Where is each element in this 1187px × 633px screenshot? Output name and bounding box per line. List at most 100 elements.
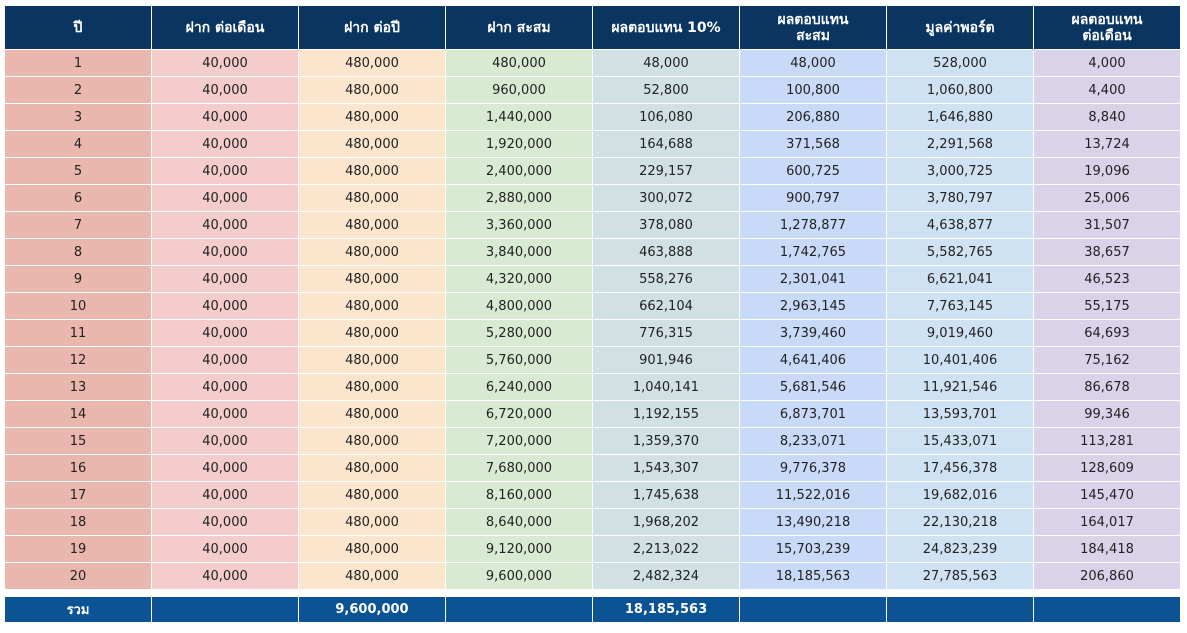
value-cell: 40,000 <box>151 427 299 455</box>
value-cell: 2,880,000 <box>445 184 593 212</box>
value-cell: 2,213,022 <box>592 535 740 563</box>
value-cell: 25,006 <box>1033 184 1181 212</box>
year-cell: 11 <box>4 319 152 347</box>
value-cell: 52,800 <box>592 76 740 104</box>
value-cell: 5,582,765 <box>886 238 1034 266</box>
value-cell: 6,720,000 <box>445 400 593 428</box>
value-cell: 371,568 <box>739 130 887 158</box>
value-cell: 480,000 <box>298 292 446 320</box>
table-row: 6 40,000 480,000 2,880,000 300,072 900,797 3,7… <box>4 184 1181 212</box>
value-cell: 1,359,370 <box>592 427 740 455</box>
table-row: 11 40,000 480,000 5,280,000 776,315 3,739,460… <box>4 319 1181 347</box>
table-row: 14 40,000 480,000 6,720,000 1,192,155 6,873,7… <box>4 400 1181 428</box>
table-header: ปี ฝาก ต่อเดือน ฝาก ต่อปี ฝาก สะสม ผลตอบแทน … <box>4 5 1181 50</box>
value-cell: 40,000 <box>151 211 299 239</box>
value-cell: 113,281 <box>1033 427 1181 455</box>
value-cell: 99,346 <box>1033 400 1181 428</box>
value-cell: 86,678 <box>1033 373 1181 401</box>
value-cell: 480,000 <box>298 157 446 185</box>
year-cell: 10 <box>4 292 152 320</box>
value-cell: 480,000 <box>298 400 446 428</box>
total-cell <box>1033 596 1181 623</box>
savings-table: ปี ฝาก ต่อเดือน ฝาก ต่อปี ฝาก สะสม ผลตอบแทน … <box>4 5 1181 623</box>
value-cell: 6,621,041 <box>886 265 1034 293</box>
year-cell: 12 <box>4 346 152 374</box>
table-row: 17 40,000 480,000 8,160,000 1,745,638 11,522,… <box>4 481 1181 509</box>
total-row: รวม 9,600,000 18,185,563 <box>4 596 1181 623</box>
value-cell: 46,523 <box>1033 265 1181 293</box>
table-row: 20 40,000 480,000 9,600,000 2,482,324 18,185,… <box>4 562 1181 590</box>
table-row: 12 40,000 480,000 5,760,000 901,946 4,641,406… <box>4 346 1181 374</box>
value-cell: 1,192,155 <box>592 400 740 428</box>
value-cell: 480,000 <box>298 508 446 536</box>
value-cell: 2,963,145 <box>739 292 887 320</box>
value-cell: 4,400 <box>1033 76 1181 104</box>
total-cell <box>739 596 887 623</box>
value-cell: 5,760,000 <box>445 346 593 374</box>
value-cell: 1,040,141 <box>592 373 740 401</box>
value-cell: 480,000 <box>298 562 446 590</box>
table-body: 1 40,000 480,000 480,000 48,000 48,000 528,000… <box>4 49 1181 590</box>
value-cell: 6,873,701 <box>739 400 887 428</box>
value-cell: 8,160,000 <box>445 481 593 509</box>
value-cell: 480,000 <box>298 265 446 293</box>
column-header-text: ฝาก ต่อเดือน <box>185 19 265 36</box>
value-cell: 480,000 <box>298 346 446 374</box>
table-row: 8 40,000 480,000 3,840,000 463,888 1,742,765 5… <box>4 238 1181 266</box>
value-cell: 480,000 <box>298 373 446 401</box>
year-cell: 14 <box>4 400 152 428</box>
value-cell: 960,000 <box>445 76 593 104</box>
value-cell: 480,000 <box>298 481 446 509</box>
value-cell: 22,130,218 <box>886 508 1034 536</box>
table-row: 3 40,000 480,000 1,440,000 106,080 206,880 1,6… <box>4 103 1181 131</box>
year-cell: 13 <box>4 373 152 401</box>
value-cell: 4,641,406 <box>739 346 887 374</box>
value-cell: 480,000 <box>298 454 446 482</box>
value-cell: 7,763,145 <box>886 292 1034 320</box>
total-cell <box>886 596 1034 623</box>
column-header-text: มูลค่าพอร์ต <box>925 19 995 36</box>
value-cell: 40,000 <box>151 157 299 185</box>
value-cell: 206,860 <box>1033 562 1181 590</box>
year-cell: 18 <box>4 508 152 536</box>
value-cell: 1,745,638 <box>592 481 740 509</box>
value-cell: 18,185,563 <box>739 562 887 590</box>
column-header: ปี <box>4 5 152 50</box>
year-cell: 16 <box>4 454 152 482</box>
value-cell: 7,200,000 <box>445 427 593 455</box>
table-row: 5 40,000 480,000 2,400,000 229,157 600,725 3,0… <box>4 157 1181 185</box>
value-cell: 300,072 <box>592 184 740 212</box>
value-cell: 1,278,877 <box>739 211 887 239</box>
value-cell: 55,175 <box>1033 292 1181 320</box>
value-cell: 40,000 <box>151 130 299 158</box>
value-cell: 2,291,568 <box>886 130 1034 158</box>
value-cell: 9,600,000 <box>445 562 593 590</box>
savings-table-sheet: ปี ฝาก ต่อเดือน ฝาก ต่อปี ฝาก สะสม ผลตอบแทน … <box>4 5 1181 623</box>
value-cell: 1,920,000 <box>445 130 593 158</box>
total-cell: 9,600,000 <box>298 596 446 623</box>
table-row: 15 40,000 480,000 7,200,000 1,359,370 8,233,0… <box>4 427 1181 455</box>
value-cell: 4,000 <box>1033 49 1181 77</box>
value-cell: 9,776,378 <box>739 454 887 482</box>
year-cell: 3 <box>4 103 152 131</box>
column-header-text: ปี <box>73 19 83 36</box>
year-cell: 8 <box>4 238 152 266</box>
value-cell: 48,000 <box>739 49 887 77</box>
table-footer: รวม 9,600,000 18,185,563 <box>4 589 1181 623</box>
value-cell: 100,800 <box>739 76 887 104</box>
value-cell: 480,000 <box>445 49 593 77</box>
value-cell: 145,470 <box>1033 481 1181 509</box>
year-cell: 1 <box>4 49 152 77</box>
value-cell: 776,315 <box>592 319 740 347</box>
value-cell: 1,742,765 <box>739 238 887 266</box>
value-cell: 480,000 <box>298 535 446 563</box>
value-cell: 480,000 <box>298 103 446 131</box>
value-cell: 8,640,000 <box>445 508 593 536</box>
year-cell: 15 <box>4 427 152 455</box>
year-cell: 7 <box>4 211 152 239</box>
value-cell: 13,490,218 <box>739 508 887 536</box>
year-cell: 17 <box>4 481 152 509</box>
value-cell: 40,000 <box>151 76 299 104</box>
table-row: 7 40,000 480,000 3,360,000 378,080 1,278,877 4… <box>4 211 1181 239</box>
column-header: ฝาก ต่อเดือน <box>151 5 299 50</box>
